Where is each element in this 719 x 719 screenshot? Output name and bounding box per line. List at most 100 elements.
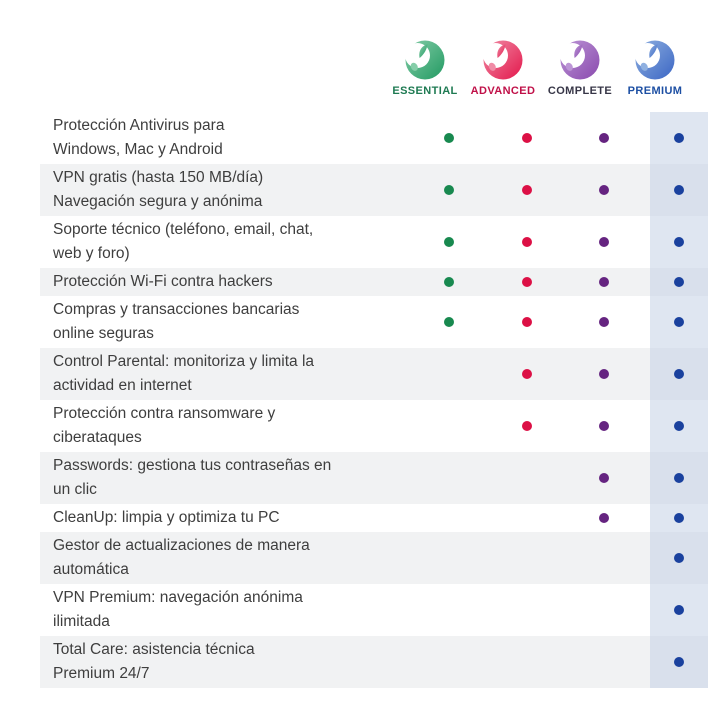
feature-label: Protección contra ransomware y ciberataqu… — [40, 400, 410, 452]
cell-complete — [566, 348, 642, 400]
cell-premium — [650, 296, 708, 348]
feature-text-line: VPN Premium: navegación anónima — [53, 589, 303, 606]
cell-essential — [410, 584, 488, 636]
cell-essential — [410, 216, 488, 268]
included-dot-essential — [444, 277, 454, 287]
table-row: Gestor de actualizaciones de manera autom… — [40, 532, 708, 584]
feature-label: VPN gratis (hasta 150 MB/día) Navegación … — [40, 164, 410, 216]
feature-text-line: ilimitada — [53, 613, 110, 630]
feature-text-line: CleanUp: limpia y optimiza tu PC — [53, 509, 280, 526]
table-row: VPN gratis (hasta 150 MB/día) Navegación … — [40, 164, 708, 216]
table-row: Protección Wi-Fi contra hackers — [40, 268, 708, 296]
included-dot-complete — [599, 133, 609, 143]
included-dot-premium — [674, 473, 684, 483]
table-row: VPN Premium: navegación anónima ilimitada — [40, 584, 708, 636]
feature-label: Passwords: gestiona tus contraseñas en un… — [40, 452, 410, 504]
cell-complete — [566, 112, 642, 164]
feature-text-line: Gestor de actualizaciones de manera — [53, 537, 310, 554]
feature-label: CleanUp: limpia y optimiza tu PC — [40, 504, 410, 532]
advanced-panda-logo-icon — [483, 40, 523, 80]
cell-complete — [566, 400, 642, 452]
included-dot-premium — [674, 277, 684, 287]
included-dot-premium — [674, 317, 684, 327]
feature-text-line: Soporte técnico (teléfono, email, chat, — [53, 221, 314, 238]
cell-advanced — [488, 296, 566, 348]
included-dot-complete — [599, 369, 609, 379]
cell-essential — [410, 348, 488, 400]
cell-essential — [410, 504, 488, 532]
included-dot-essential — [444, 317, 454, 327]
cell-advanced — [488, 268, 566, 296]
plan-label-essential: ESSENTIAL — [392, 85, 458, 97]
included-dot-advanced — [522, 185, 532, 195]
essential-panda-logo-icon — [405, 40, 445, 80]
cell-premium — [650, 268, 708, 296]
feature-text-line: Passwords: gestiona tus contraseñas en — [53, 457, 332, 474]
included-dot-premium — [674, 657, 684, 667]
cell-essential — [410, 296, 488, 348]
included-dot-advanced — [522, 277, 532, 287]
included-dot-complete — [599, 421, 609, 431]
plan-label-premium: PREMIUM — [627, 85, 683, 97]
included-dot-premium — [674, 237, 684, 247]
included-dot-essential — [444, 237, 454, 247]
included-dot-complete — [599, 317, 609, 327]
cell-premium — [650, 348, 708, 400]
feature-text-line: VPN gratis (hasta 150 MB/día) — [53, 169, 264, 186]
feature-text-line: Total Care: asistencia técnica — [53, 641, 255, 658]
plan-header-advanced: ADVANCED — [464, 40, 542, 97]
cell-advanced — [488, 636, 566, 688]
cell-premium — [650, 452, 708, 504]
premium-panda-logo-icon — [635, 40, 675, 80]
feature-label: Protección Wi-Fi contra hackers — [40, 268, 410, 296]
cell-premium — [650, 504, 708, 532]
cell-advanced — [488, 164, 566, 216]
cell-complete — [566, 268, 642, 296]
cell-premium — [650, 636, 708, 688]
feature-text-line: Protección Wi-Fi contra hackers — [53, 273, 273, 290]
included-dot-essential — [444, 133, 454, 143]
feature-label: Gestor de actualizaciones de manera autom… — [40, 532, 410, 584]
included-dot-advanced — [522, 369, 532, 379]
feature-rows: Protección Antivirus para Windows, Mac y … — [40, 112, 708, 688]
feature-text-line: actividad en internet — [53, 377, 192, 394]
included-dot-complete — [599, 513, 609, 523]
feature-label: Total Care: asistencia técnica Premium 24… — [40, 636, 410, 688]
included-dot-complete — [599, 473, 609, 483]
cell-advanced — [488, 584, 566, 636]
feature-text-line: Protección contra ransomware y — [53, 405, 276, 422]
cell-premium — [650, 164, 708, 216]
feature-label: Soporte técnico (teléfono, email, chat, w… — [40, 216, 410, 268]
cell-premium — [650, 532, 708, 584]
cell-advanced — [488, 504, 566, 532]
included-dot-essential — [444, 185, 454, 195]
feature-label: Compras y transacciones bancarias online … — [40, 296, 410, 348]
included-dot-advanced — [522, 317, 532, 327]
feature-label: Control Parental: monitoriza y limita la… — [40, 348, 410, 400]
cell-complete — [566, 584, 642, 636]
cell-advanced — [488, 400, 566, 452]
feature-text-line: Premium 24/7 — [53, 665, 150, 682]
cell-complete — [566, 504, 642, 532]
feature-text-line: web y foro) — [53, 245, 130, 262]
included-dot-premium — [674, 553, 684, 563]
included-dot-advanced — [522, 237, 532, 247]
feature-text-line: online seguras — [53, 325, 154, 342]
included-dot-premium — [674, 421, 684, 431]
cell-essential — [410, 400, 488, 452]
table-row: Compras y transacciones bancarias online … — [40, 296, 708, 348]
cell-premium — [650, 584, 708, 636]
cell-complete — [566, 164, 642, 216]
plan-header-complete: COMPLETE — [542, 40, 618, 97]
included-dot-premium — [674, 185, 684, 195]
table-row: Protección contra ransomware y ciberataqu… — [40, 400, 708, 452]
plans-header: ESSENTIAL ADVANCED COMPLETE — [0, 0, 719, 97]
cell-advanced — [488, 532, 566, 584]
feature-text-line: Protección Antivirus para — [53, 117, 225, 134]
cell-premium — [650, 112, 708, 164]
included-dot-premium — [674, 369, 684, 379]
cell-advanced — [488, 216, 566, 268]
table-row: Control Parental: monitoriza y limita la… — [40, 348, 708, 400]
feature-text-line: un clic — [53, 481, 97, 498]
